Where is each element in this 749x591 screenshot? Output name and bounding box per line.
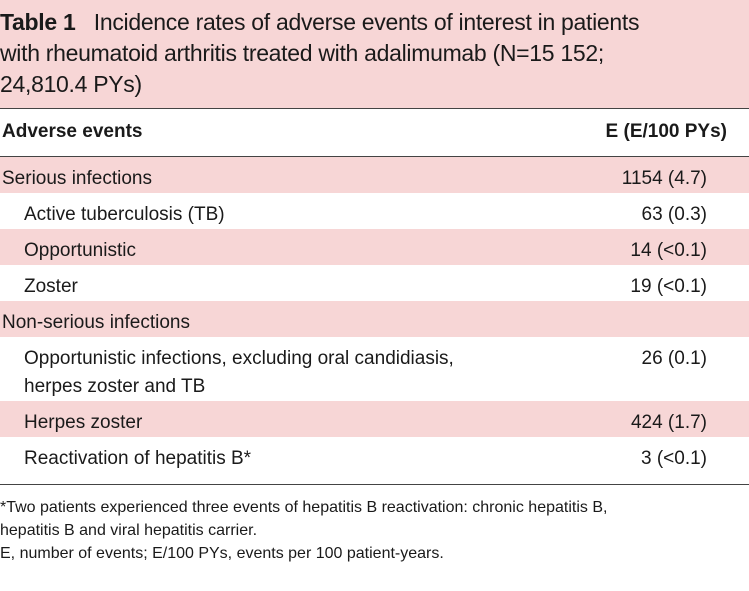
row-value: 1154 (4.7) xyxy=(621,168,707,189)
row-name: Opportunistic infections, excluding oral… xyxy=(24,345,454,401)
row-name: Active tuberculosis (TB) xyxy=(24,204,225,225)
row-name: Non-serious infections xyxy=(2,312,190,333)
table-body: Serious infections 1154 (4.7) Active tub… xyxy=(0,157,749,475)
footnote-line-2: hepatitis B and viral hepatitis carrier. xyxy=(0,522,258,539)
table-row: Active tuberculosis (TB) 63 (0.3) xyxy=(0,193,749,229)
caption-line-2: with rheumatoid arthritis treated with a… xyxy=(0,40,604,66)
row-value: 19 (<0.1) xyxy=(630,276,707,297)
bottom-rule xyxy=(0,484,749,485)
table-row: Herpes zoster 424 (1.7) xyxy=(0,401,749,437)
table-row: Reactivation of hepatitis B* 3 (<0.1) xyxy=(0,437,749,475)
table-header: Adverse events E (E/100 PYs) xyxy=(0,109,749,156)
header-adverse-events: Adverse events xyxy=(2,121,143,142)
table-row: Serious infections 1154 (4.7) xyxy=(0,157,749,193)
top-rule xyxy=(0,108,749,109)
row-name: Reactivation of hepatitis B* xyxy=(24,448,252,469)
table-label: Table 1 xyxy=(0,9,76,35)
row-value: 26 (0.1) xyxy=(641,348,707,369)
row-value: 63 (0.3) xyxy=(641,204,707,225)
caption-title: Incidence rates of adverse events of int… xyxy=(93,9,640,35)
table-row: Non-serious infections xyxy=(0,301,749,337)
header-rule xyxy=(0,156,749,157)
caption-line-3: 24,810.4 PYs) xyxy=(0,71,142,97)
table-row: Opportunistic 14 (<0.1) xyxy=(0,229,749,265)
row-name-line-1: Opportunistic infections, excluding oral… xyxy=(24,348,454,369)
row-name: Serious infections xyxy=(2,168,152,189)
header-events: E (E/100 PYs) xyxy=(605,121,727,142)
row-value: 14 (<0.1) xyxy=(630,240,707,261)
row-name: Zoster xyxy=(24,276,78,297)
row-name-line-2: herpes zoster and TB xyxy=(24,376,206,397)
footnote-line-1: *Two patients experienced three events o… xyxy=(0,499,608,516)
table-footnotes: *Two patients experienced three events o… xyxy=(0,496,745,565)
table-row: Zoster 19 (<0.1) xyxy=(0,265,749,301)
row-value: 424 (1.7) xyxy=(630,412,707,433)
table-caption: Table 1 Incidence rates of adverse event… xyxy=(0,0,749,108)
table-row: Opportunistic infections, excluding oral… xyxy=(0,337,749,401)
row-value: 3 (<0.1) xyxy=(640,448,707,469)
row-name: Herpes zoster xyxy=(24,412,143,433)
footnote-line-3: E, number of events; E/100 PYs, events p… xyxy=(0,545,444,562)
row-name: Opportunistic xyxy=(24,240,136,261)
caption-line-1: Table 1 Incidence rates of adverse event… xyxy=(0,7,749,38)
